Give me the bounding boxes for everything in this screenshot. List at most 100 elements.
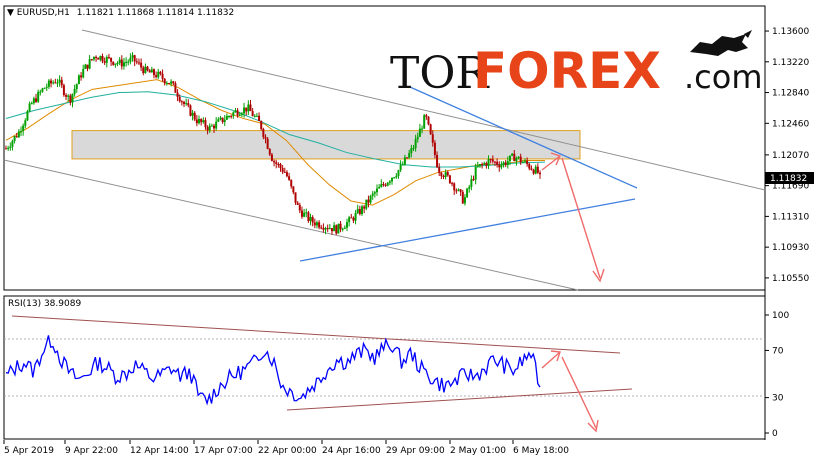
candle-body <box>118 59 121 64</box>
candle-body <box>270 154 273 161</box>
candle-body <box>116 63 119 65</box>
candle-body <box>174 83 177 93</box>
candle-body <box>73 88 76 94</box>
candle-body <box>11 141 14 147</box>
candle-body <box>258 115 261 121</box>
candle-body <box>309 217 312 222</box>
candle-body <box>348 217 351 223</box>
candle-body <box>86 64 89 69</box>
candle-body <box>225 116 228 120</box>
triangle-upper-trendline <box>409 86 638 189</box>
candle-body <box>120 59 123 67</box>
price-tick-label: 1.12070 <box>772 151 809 161</box>
candle-body <box>296 202 299 205</box>
candle-body <box>208 125 211 131</box>
candle-body <box>425 115 428 117</box>
candle-body <box>502 162 505 166</box>
candle-body <box>421 128 424 130</box>
moving-averages <box>5 79 546 206</box>
candle-body <box>341 228 344 230</box>
candle-body <box>523 160 526 162</box>
bull-icon <box>690 30 752 56</box>
candle-body <box>249 104 252 112</box>
candle-body <box>187 103 190 106</box>
candle-body <box>498 164 501 168</box>
candle-body <box>37 91 40 102</box>
candle-body <box>163 78 166 84</box>
price-tick-label: 1.13600 <box>772 27 809 37</box>
candle-body <box>99 55 102 60</box>
candle-body <box>95 56 98 59</box>
candle-body <box>292 186 295 193</box>
candle-body <box>251 111 254 117</box>
candle-body <box>290 179 293 187</box>
candle-body <box>412 148 415 150</box>
candle-body <box>148 70 151 73</box>
candle-body <box>75 84 78 89</box>
candle-body <box>232 112 235 117</box>
candle-body <box>204 120 207 128</box>
time-tick-label: 6 May 18:00 <box>513 446 569 456</box>
candle-body <box>485 163 488 166</box>
candle-body <box>39 91 42 93</box>
candle-body <box>474 166 477 180</box>
candle-body <box>221 117 224 123</box>
candle-body <box>532 169 535 174</box>
candle-body <box>519 156 522 163</box>
candle-body <box>313 222 316 226</box>
rsi-panel-frame <box>3 295 766 440</box>
candle-body <box>135 61 138 63</box>
price-tick-label: 1.10550 <box>772 274 809 284</box>
current-price-text: 1.11832 <box>770 174 807 184</box>
forecast-arrows <box>541 152 605 283</box>
candle-body <box>461 191 464 204</box>
candle-body <box>489 159 492 161</box>
candle-body <box>101 55 104 62</box>
candle-body <box>451 183 454 185</box>
candle-body <box>60 79 63 86</box>
time-tick-label: 24 Apr 16:00 <box>322 446 381 456</box>
candle-body <box>515 157 518 162</box>
candle-body <box>172 81 175 84</box>
candle-body <box>50 80 53 84</box>
candle-body <box>446 172 449 176</box>
candle-body <box>189 105 192 116</box>
candle-body <box>414 139 417 149</box>
candle-body <box>185 103 188 105</box>
candle-body <box>438 167 441 173</box>
candle-body <box>165 83 168 85</box>
candle-body <box>157 71 160 78</box>
candle-body <box>539 172 541 175</box>
candle-body <box>311 217 314 223</box>
candle-body <box>161 73 164 79</box>
price-axis: 1.13600 1.13220 1.12840 1.12460 1.12070 1.116… <box>765 27 809 284</box>
triangle-lower-trendline <box>299 198 636 262</box>
current-price-label: 1.11832 <box>765 172 814 184</box>
candle-body <box>144 66 147 74</box>
candle-body <box>223 119 226 123</box>
candle-body <box>137 62 140 64</box>
candle-body <box>82 68 85 78</box>
rsi-title: RSI(13) 38.9089 <box>8 299 81 309</box>
candle-body <box>133 55 136 62</box>
candle-body <box>444 172 447 177</box>
candle-body <box>24 120 27 126</box>
candle-body <box>103 61 106 63</box>
candle-body <box>324 228 327 230</box>
candle-body <box>455 190 458 192</box>
candle-body <box>343 227 346 229</box>
candle-body <box>71 93 74 103</box>
candle-body <box>470 179 473 187</box>
candle-body <box>356 209 359 213</box>
candle-body <box>395 175 398 178</box>
candle-body <box>92 56 95 60</box>
logo-com-text: .com <box>684 58 763 96</box>
candle-body <box>388 181 391 183</box>
candle-body <box>363 206 366 209</box>
rsi-line <box>5 335 541 406</box>
rsi-tick-label: 70 <box>772 346 784 356</box>
candle-body <box>54 82 57 84</box>
candle-body <box>384 184 387 186</box>
torforex-logo: TOR FOREX .com <box>390 30 763 100</box>
candle-body <box>58 79 61 83</box>
